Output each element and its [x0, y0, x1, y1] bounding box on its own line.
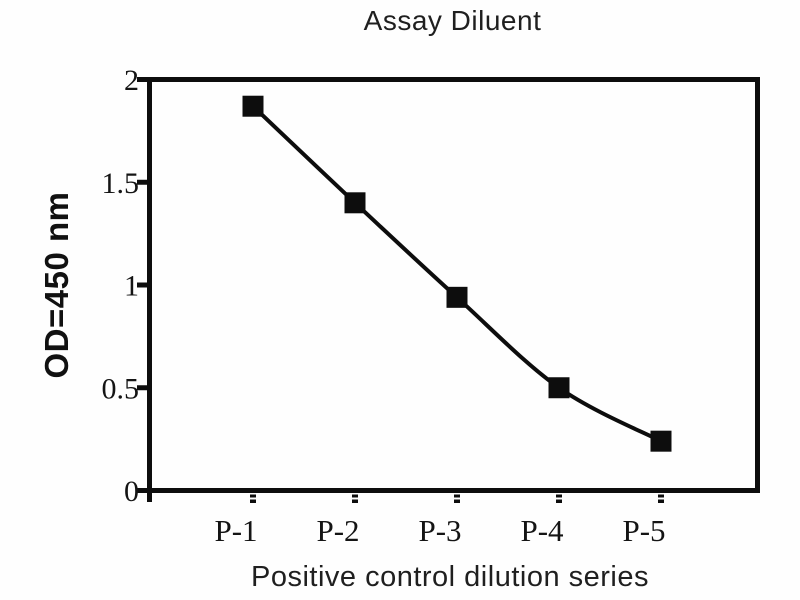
y-tick-label: 2 [124, 64, 139, 97]
data-point-marker [650, 430, 672, 452]
plot-frame [147, 77, 760, 493]
data-point-marker [548, 377, 570, 399]
y-tick-label: 0.5 [102, 372, 140, 405]
x-tick [250, 494, 256, 498]
x-tick-label: P-2 [316, 513, 359, 548]
x-tick-label: P-4 [520, 513, 564, 548]
data-point-marker [446, 286, 468, 308]
data-point-marker [242, 95, 264, 117]
y-tick [137, 488, 147, 493]
x-tick-label: P-5 [622, 513, 665, 548]
y-tick-label: 1 [124, 270, 139, 303]
x-tick [352, 499, 358, 503]
x-tick-label: P-1 [214, 513, 257, 548]
x-tick [556, 494, 562, 498]
y-tick-label: 0 [124, 475, 139, 508]
x-tick [658, 494, 664, 498]
x-tick [658, 499, 664, 503]
x-tick [556, 499, 562, 503]
x-tick [352, 494, 358, 498]
y-tick [137, 179, 147, 185]
x-axis-label: Positive control dilution series [250, 561, 649, 593]
x-tick [454, 494, 460, 498]
y-axis-label: OD=450 nm [38, 191, 75, 379]
x-tick-label: P-3 [418, 513, 461, 548]
origin-tick [147, 493, 152, 502]
y-tick-label: 1.5 [102, 167, 140, 200]
x-tick [454, 499, 460, 503]
y-tick [137, 77, 147, 82]
y-tick [137, 385, 147, 391]
data-point-marker [344, 192, 366, 214]
data-line [251, 104, 662, 443]
x-tick [250, 499, 256, 503]
y-tick [137, 282, 147, 288]
chart-title: Assay Diluent [363, 5, 542, 36]
